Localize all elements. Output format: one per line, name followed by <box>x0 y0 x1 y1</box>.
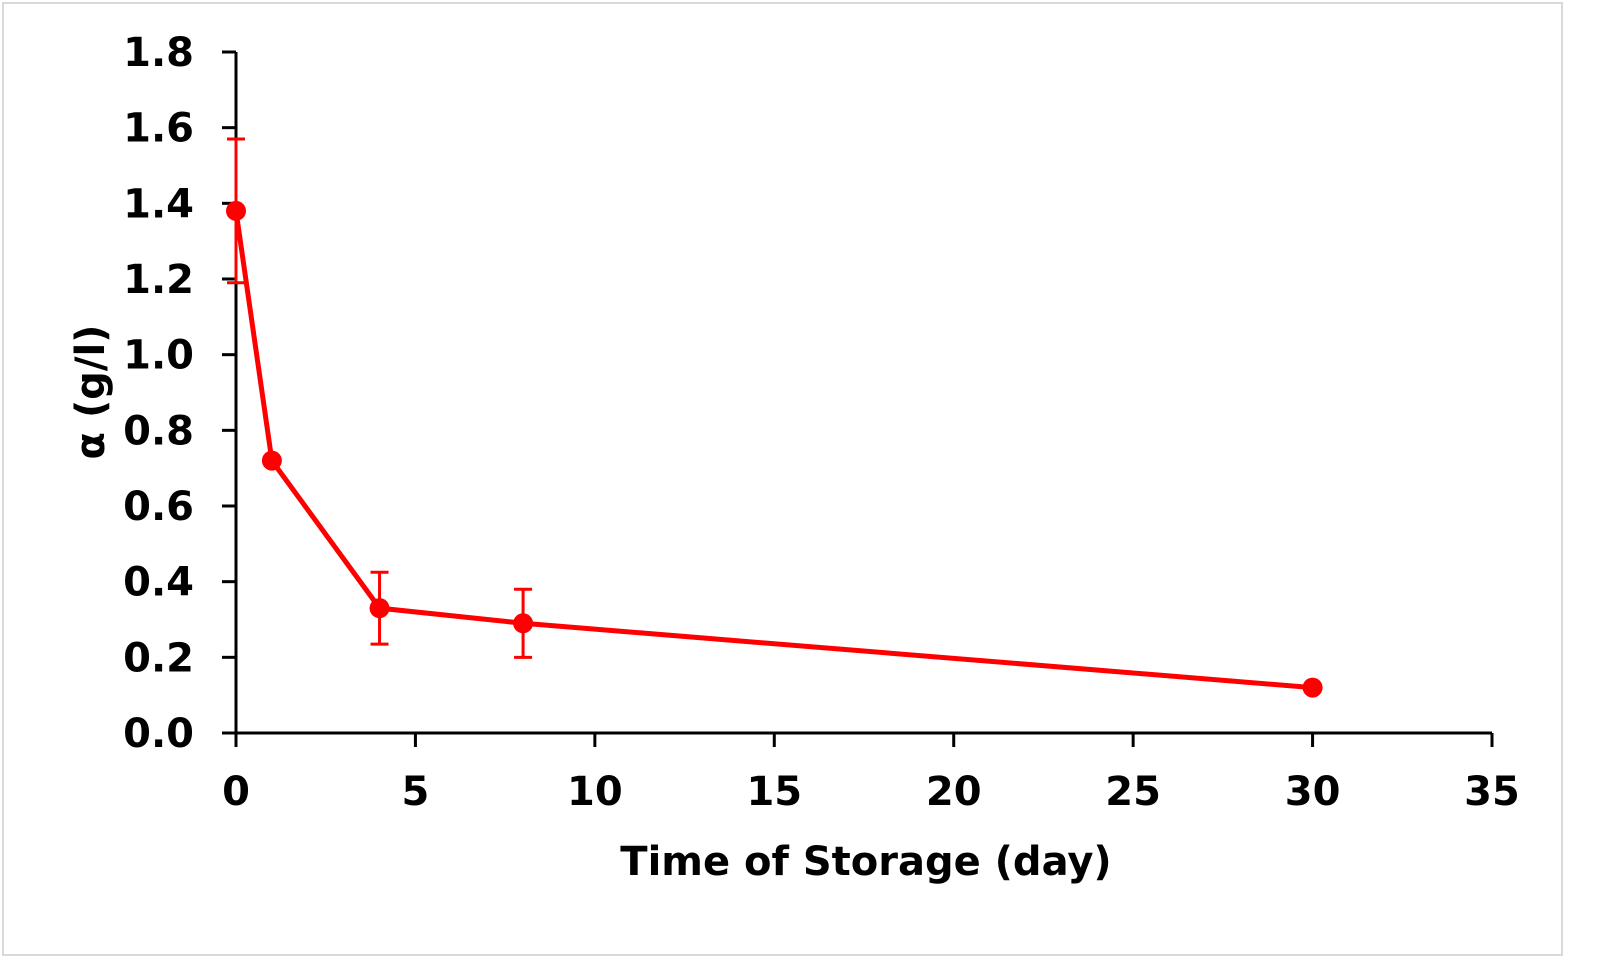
data-point <box>513 613 534 634</box>
data-point <box>226 200 246 221</box>
x-tick-label: 0 <box>222 769 250 815</box>
x-tick-label: 10 <box>567 769 623 815</box>
y-tick-label: 1.8 <box>123 30 194 76</box>
data-point <box>369 598 390 619</box>
y-tick-label: 1.4 <box>123 181 194 227</box>
y-axis-title: α (g/l) <box>68 325 114 460</box>
x-axis: 0 5 10 15 20 25 30 35 <box>222 731 1520 815</box>
data-point <box>1302 677 1323 698</box>
y-tick-label: 0.0 <box>123 711 194 757</box>
x-tick-label: 25 <box>1105 769 1161 815</box>
y-tick-label: 0.4 <box>123 560 194 606</box>
y-tick-label: 0.6 <box>123 484 194 530</box>
y-tick-label: 1.6 <box>123 106 194 152</box>
data-point <box>261 450 282 471</box>
x-tick-label: 35 <box>1464 769 1520 815</box>
series-line <box>233 210 1313 691</box>
x-tick-label: 20 <box>926 769 982 815</box>
chart-frame <box>2 2 1563 956</box>
y-tick-label: 0.8 <box>123 408 194 454</box>
series <box>226 137 1323 698</box>
x-tick-label: 15 <box>746 769 802 815</box>
y-tick-label: 1.0 <box>123 333 194 379</box>
x-axis-title: Time of Storage (day) <box>620 839 1111 885</box>
x-tick-label: 5 <box>402 769 430 815</box>
y-tick-label: 0.2 <box>123 635 194 681</box>
x-tick-label: 30 <box>1285 769 1341 815</box>
y-axis: 0.0 0.2 0.4 0.6 0.8 1.0 1.2 1.4 1.6 1.8 <box>123 30 238 757</box>
y-tick-label: 1.2 <box>123 257 194 303</box>
